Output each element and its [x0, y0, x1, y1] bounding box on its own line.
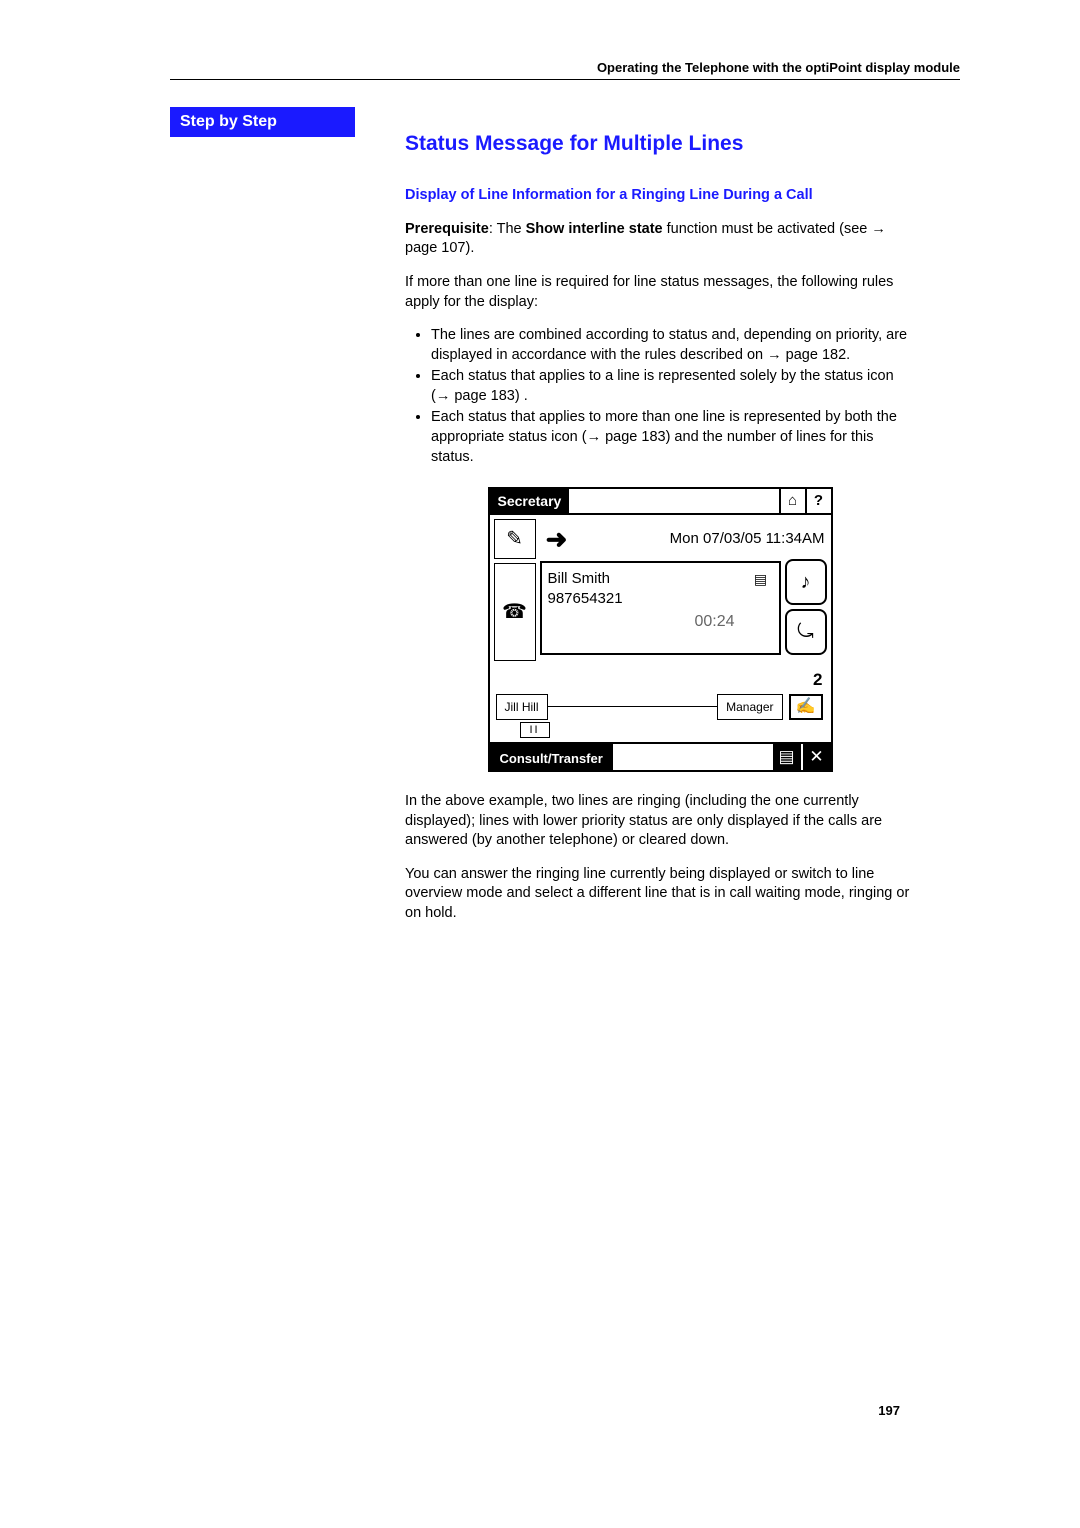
hold-icon[interactable]: ⤿: [785, 609, 827, 655]
line-count: 2: [813, 669, 822, 692]
consult-transfer-button[interactable]: Consult/Transfer: [490, 744, 613, 770]
list-item: The lines are combined according to stat…: [431, 326, 915, 365]
rules-list: The lines are combined according to stat…: [431, 326, 915, 467]
step-by-step-banner: Step by Step: [170, 107, 355, 137]
display-title: Secretary: [490, 489, 570, 515]
pointer-icon: ➜: [540, 522, 574, 556]
intro-paragraph: If more than one line is required for li…: [405, 273, 915, 312]
call-info-box: Bill Smith 987654321 00:24 ▤: [540, 561, 781, 655]
list-item: Each status that applies to more than on…: [431, 408, 915, 467]
list-item: Each status that applies to a line is re…: [431, 367, 915, 406]
home-icon[interactable]: ⌂: [779, 489, 805, 515]
display-titlebar: Secretary ⌂ ?: [490, 489, 831, 515]
caller-number: 987654321: [548, 589, 743, 609]
list-icon[interactable]: ▤: [771, 744, 801, 770]
phone-display: Secretary ⌂ ? ✎ ☎ ➜ Mon 07/03/05 11:34AM…: [488, 487, 833, 772]
pause-icon: II: [520, 722, 550, 738]
close-icon[interactable]: ✕: [801, 744, 831, 770]
prerequisite-paragraph: Prerequisite: The Show interline state f…: [405, 220, 915, 259]
page-ref: → page 183: [436, 388, 515, 404]
help-icon[interactable]: ?: [805, 489, 831, 515]
ringing-icon: ✍: [789, 694, 823, 720]
running-header: Operating the Telephone with the optiPoi…: [170, 60, 960, 80]
explanation-paragraph-1: In the above example, two lines are ring…: [405, 792, 915, 851]
line-label-2[interactable]: Manager: [717, 694, 782, 720]
subsection-heading: Display of Line Information for a Ringin…: [405, 186, 915, 206]
page-ref: → page 182: [767, 347, 846, 363]
note-icon[interactable]: ✎: [494, 519, 536, 559]
function-name: Show interline state: [526, 221, 663, 237]
page-number: 197: [878, 1403, 900, 1418]
music-icon[interactable]: ♪: [785, 559, 827, 605]
line-label-1[interactable]: Jill Hill: [496, 694, 548, 720]
page-ref: → page 183: [587, 429, 666, 445]
main-content: Status Message for Multiple Lines Displa…: [405, 130, 915, 924]
phone-icon[interactable]: ☎: [494, 563, 536, 661]
prerequisite-label: Prerequisite: [405, 221, 489, 237]
card-icon: ▤: [749, 569, 773, 589]
call-timer: 00:24: [548, 612, 743, 633]
explanation-paragraph-2: You can answer the ringing line currentl…: [405, 865, 915, 924]
section-heading: Status Message for Multiple Lines: [405, 130, 915, 158]
caller-name: Bill Smith: [548, 569, 743, 589]
datetime-label: Mon 07/03/05 11:34AM: [580, 529, 827, 549]
